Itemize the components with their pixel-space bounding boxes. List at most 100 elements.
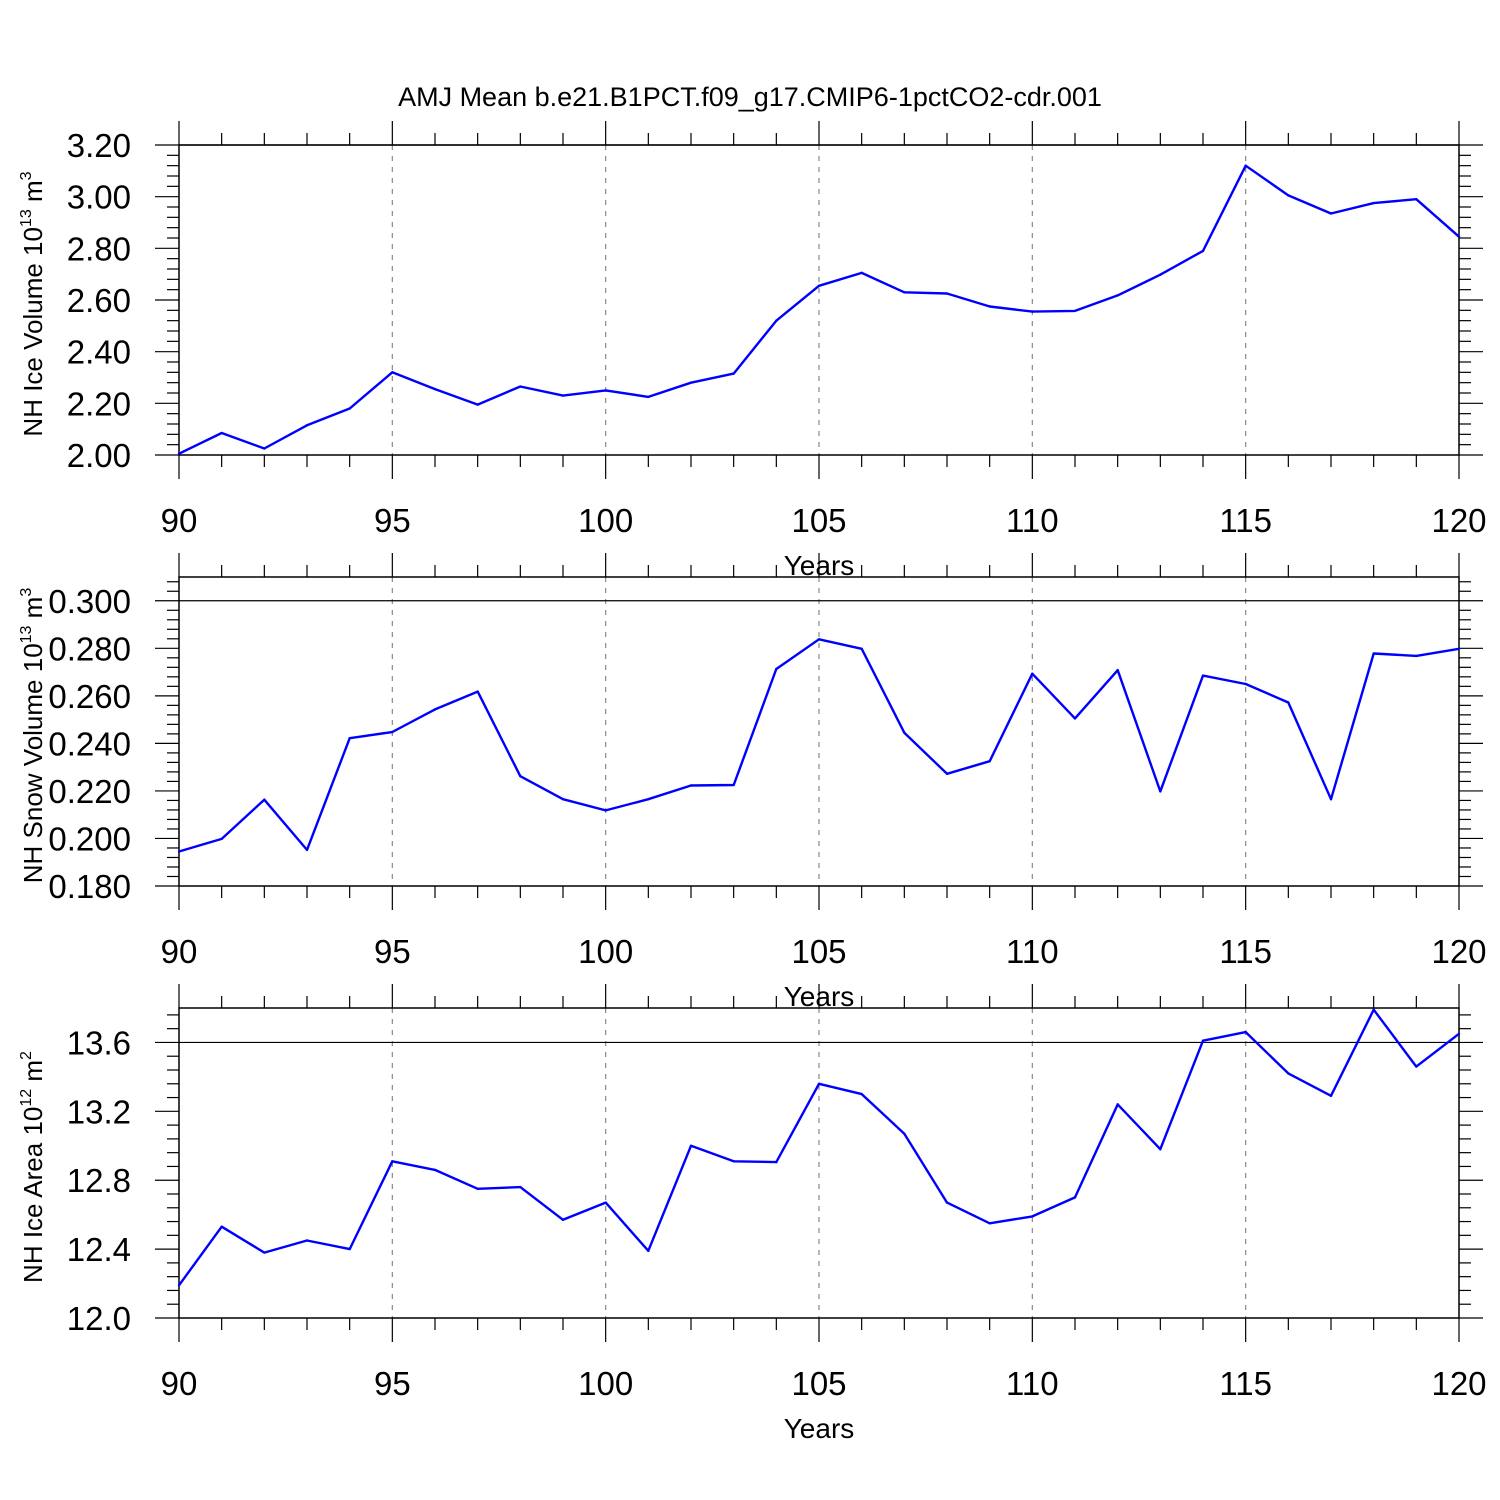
data-point (305, 848, 309, 852)
y-tick-label: 2.40 (67, 334, 131, 371)
data-point (903, 1132, 906, 1135)
y-tick-label: 2.60 (67, 282, 131, 319)
figure-title: AMJ Mean b.e21.B1PCT.f09_g17.CMIP6-1pctC… (398, 82, 1102, 112)
data-point (561, 798, 565, 801)
y-axis-title-superscript: 2 (18, 1051, 35, 1060)
data-point (305, 1239, 309, 1242)
x-tick-label: 115 (1219, 502, 1272, 539)
data-point (391, 1160, 394, 1163)
x-tick-label: 90 (161, 933, 198, 970)
data-point (220, 837, 223, 841)
y-tick-label: 2.00 (67, 437, 131, 474)
data-point (945, 772, 949, 776)
y-tick-label: 2.80 (67, 230, 131, 267)
data-point (1372, 1008, 1375, 1011)
data-point (476, 403, 479, 406)
data-point (1457, 1032, 1461, 1036)
x-tick-label: 100 (578, 933, 633, 970)
x-tick-label: 90 (161, 502, 198, 539)
data-point (263, 1251, 266, 1254)
data-point (476, 1187, 479, 1191)
data-point (177, 850, 181, 853)
data-point (860, 1092, 863, 1096)
x-axis-title: Years (784, 1413, 855, 1444)
data-point (1457, 647, 1461, 650)
data-point (732, 1160, 735, 1163)
data-point (519, 1185, 522, 1189)
data-point (561, 1218, 565, 1222)
y-tick-label: 0.200 (48, 820, 131, 857)
y-axis-title-superscript: 13 (18, 209, 35, 227)
data-point (817, 1082, 821, 1085)
data-point (177, 452, 181, 455)
data-point (348, 407, 351, 410)
data-point (903, 291, 906, 294)
data-point (1031, 310, 1034, 313)
x-tick-label: 105 (791, 502, 846, 539)
data-point (177, 1284, 181, 1287)
x-tick-label: 100 (578, 502, 633, 539)
x-tick-label: 110 (1006, 1365, 1059, 1402)
x-tick-label: 95 (374, 502, 411, 539)
data-point (1372, 652, 1375, 655)
data-point (817, 284, 821, 287)
data-point (305, 424, 309, 427)
y-tick-label: 12.8 (67, 1162, 131, 1199)
data-point (519, 385, 522, 388)
y-axis-title-superscript: 3 (18, 588, 35, 597)
data-point (647, 798, 650, 801)
data-point (1031, 672, 1034, 675)
data-point (1415, 654, 1418, 658)
y-axis-title-part: NH Ice Volume 10 (18, 227, 48, 437)
data-point (433, 387, 437, 391)
data-point (1329, 1094, 1333, 1098)
x-tick-label: 115 (1219, 933, 1272, 970)
data-point (1201, 249, 1205, 253)
y-tick-label: 0.180 (48, 868, 131, 905)
data-point (519, 774, 522, 778)
x-tick-label: 115 (1219, 1365, 1272, 1402)
data-point (348, 736, 351, 740)
data-point (391, 730, 394, 734)
data-point (1287, 194, 1290, 197)
data-point (1244, 1030, 1247, 1034)
data-point (1287, 1072, 1290, 1075)
data-point (1244, 164, 1247, 167)
y-tick-label: 13.2 (67, 1093, 131, 1130)
y-axis-title: NH Ice Volume 1013 m3 (18, 171, 48, 436)
data-point (1329, 798, 1333, 801)
data-point (1372, 201, 1375, 205)
x-tick-label: 90 (161, 1365, 198, 1402)
y-tick-label: 0.240 (48, 725, 131, 762)
data-point (1073, 309, 1077, 313)
y-axis-title-superscript: 13 (18, 625, 35, 643)
data-point (1201, 1039, 1205, 1042)
data-point (988, 1222, 991, 1225)
data-point (689, 381, 693, 384)
data-point (1415, 198, 1418, 201)
data-point (860, 271, 863, 275)
data-point (348, 1247, 351, 1251)
data-point (220, 1225, 223, 1228)
y-axis-title-part: m (18, 597, 48, 626)
data-point (1287, 701, 1290, 704)
data-point (775, 319, 778, 322)
chart-panel-2: 0.180 0.200 0.220 0.240 0.260 0.280 0.300 90 95 1… (18, 553, 1487, 1012)
x-tick-label: 105 (791, 933, 846, 970)
data-point (775, 1160, 778, 1164)
data-point (817, 638, 821, 641)
y-axis-title-superscript: 12 (18, 1089, 35, 1107)
data-point (1457, 235, 1461, 238)
x-tick-label: 120 (1431, 502, 1486, 539)
data-point (647, 1249, 650, 1253)
chart-panel-3: 12.0 12.4 12.8 13.2 13.6 90 95 100 105 110 115 120 Y… (18, 984, 1487, 1444)
data-point (476, 690, 479, 693)
x-tick-label: 110 (1006, 502, 1059, 539)
x-tick-label: 120 (1431, 933, 1486, 970)
data-point (647, 395, 650, 399)
data-point (1116, 1103, 1119, 1106)
y-tick-label: 0.260 (48, 678, 131, 715)
y-tick-label: 12.4 (67, 1231, 131, 1268)
data-point (1244, 682, 1247, 686)
y-axis-title: NH Ice Area 1012 m2 (18, 1051, 48, 1283)
